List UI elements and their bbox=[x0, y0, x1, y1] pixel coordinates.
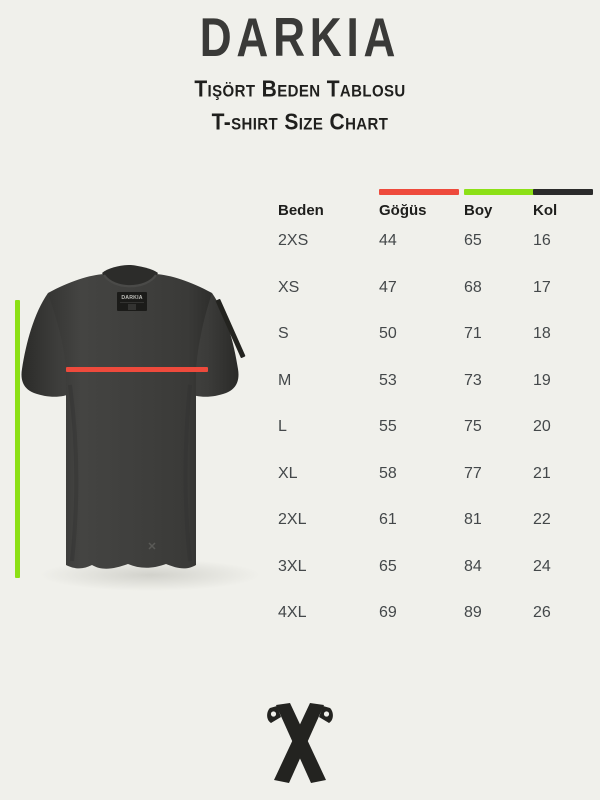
cell-size: 2XS bbox=[278, 232, 309, 249]
table-row: XS 47 68 17 bbox=[278, 279, 578, 326]
cell-length: 65 bbox=[464, 232, 482, 249]
cell-length: 75 bbox=[464, 418, 482, 435]
legend-bar-row bbox=[278, 186, 593, 198]
cell-size: 2XL bbox=[278, 511, 307, 528]
column-header-sleeve: Kol bbox=[533, 202, 558, 219]
cell-length: 89 bbox=[464, 604, 482, 621]
cell-sleeve: 19 bbox=[533, 371, 551, 389]
cell-sleeve: 24 bbox=[533, 557, 551, 575]
cell-sleeve: 20 bbox=[533, 418, 551, 435]
cell-length: 81 bbox=[464, 511, 482, 528]
table-row: 2XS 44 65 16 bbox=[278, 232, 578, 279]
cell-chest: 50 bbox=[379, 325, 397, 342]
tshirt-illustration: DARKIA ✕ bbox=[21, 265, 260, 591]
cell-size: XS bbox=[278, 278, 300, 296]
page-title-english: T-shirt Size Chart bbox=[211, 109, 389, 136]
brand-wordmark: DARKIA bbox=[199, 6, 401, 68]
cell-chest: 65 bbox=[379, 557, 397, 575]
fabric-fold-shading bbox=[68, 384, 79, 562]
column-header-size: Beden bbox=[278, 202, 324, 219]
legend-bar-sleeve bbox=[533, 189, 593, 195]
table-row: S 50 71 18 bbox=[278, 325, 578, 372]
cell-sleeve: 26 bbox=[533, 604, 551, 621]
neck-label-size-box bbox=[128, 304, 136, 310]
page-header: DARKIA Tişört Beden Tablosu T-shirt Size… bbox=[0, 0, 600, 135]
neck-label-brand-text: DARKIA bbox=[121, 295, 142, 301]
legend-bar-chest bbox=[379, 189, 459, 195]
table-row: L 55 75 20 bbox=[278, 418, 578, 465]
cell-size: L bbox=[278, 418, 287, 435]
cell-size: S bbox=[278, 325, 289, 342]
neck-label bbox=[117, 292, 147, 311]
cell-chest: 53 bbox=[379, 371, 397, 389]
table-body: 2XS 44 65 16 XS 47 68 17 S 50 71 18 M 53 73 19 L 55 75 20 XL… bbox=[278, 232, 578, 651]
footer-logo bbox=[264, 700, 336, 791]
cell-length: 68 bbox=[464, 278, 482, 296]
table-row: XL 58 77 21 bbox=[278, 465, 578, 512]
table-header-row: Beden Göğüs Boy Kol bbox=[278, 198, 578, 232]
table-row: 3XL 65 84 24 bbox=[278, 558, 578, 605]
cell-size: XL bbox=[278, 464, 298, 482]
cell-sleeve: 18 bbox=[533, 325, 551, 342]
cell-length: 84 bbox=[464, 557, 482, 575]
tshirt-body bbox=[48, 274, 212, 569]
page-title-turkish: Tişört Beden Tablosu bbox=[194, 76, 406, 103]
tshirt-collar bbox=[102, 265, 158, 287]
legend-bar-length bbox=[464, 189, 534, 195]
cell-chest: 55 bbox=[379, 418, 397, 435]
length-measure-line bbox=[15, 300, 20, 578]
front-x-emblem: ✕ bbox=[147, 541, 156, 553]
cell-chest: 58 bbox=[379, 464, 397, 482]
garment-shadow bbox=[40, 559, 260, 591]
product-image-panel: DARKIA ✕ bbox=[0, 265, 280, 595]
cell-sleeve: 16 bbox=[533, 232, 551, 249]
cell-chest: 47 bbox=[379, 278, 397, 296]
column-header-chest: Göğüs bbox=[379, 202, 427, 219]
cell-chest: 69 bbox=[379, 604, 397, 621]
table-row: 2XL 61 81 22 bbox=[278, 511, 578, 558]
cell-length: 71 bbox=[464, 325, 482, 342]
cell-size: 4XL bbox=[278, 604, 307, 621]
cell-size: 3XL bbox=[278, 557, 307, 575]
cell-size: M bbox=[278, 371, 292, 389]
table-row: 4XL 69 89 26 bbox=[278, 604, 578, 651]
column-header-length: Boy bbox=[464, 202, 493, 219]
cell-sleeve: 17 bbox=[533, 278, 551, 296]
size-chart-table: Beden Göğüs Boy Kol 2XS 44 65 16 XS 47 68 17 S 50… bbox=[278, 186, 593, 651]
cell-sleeve: 21 bbox=[533, 464, 551, 482]
table-row: M 53 73 19 bbox=[278, 372, 578, 419]
fabric-fold-shading-right bbox=[183, 384, 192, 562]
cell-length: 77 bbox=[464, 464, 482, 482]
tshirt-collar-highlight bbox=[103, 274, 157, 288]
cell-chest: 44 bbox=[379, 232, 397, 249]
cell-sleeve: 22 bbox=[533, 511, 551, 528]
chest-measure-line bbox=[66, 367, 208, 372]
cell-length: 73 bbox=[464, 371, 482, 389]
crossed-x-mark-icon bbox=[267, 703, 333, 783]
cell-chest: 61 bbox=[379, 511, 397, 528]
